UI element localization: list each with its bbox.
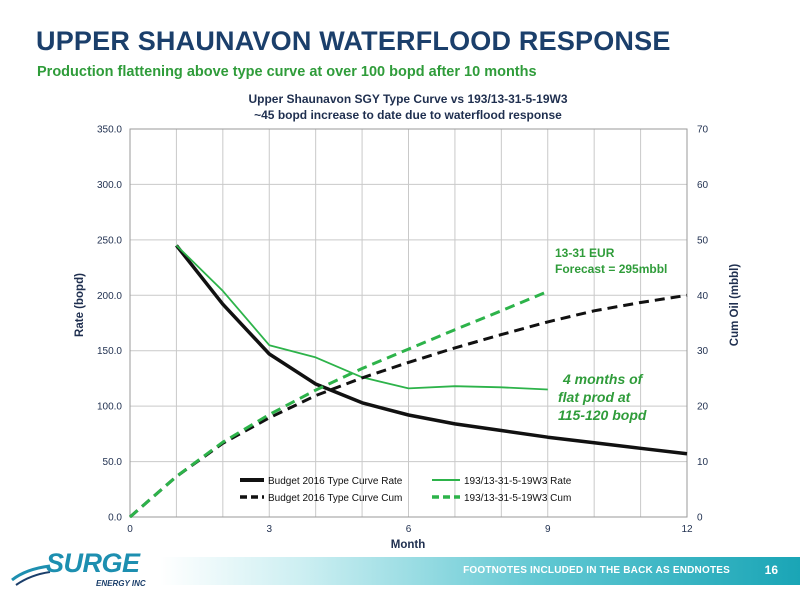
legend: Budget 2016 Type Curve Rate 193/13-31-5-…	[240, 476, 572, 504]
y-tick-label: 250.0	[97, 235, 122, 246]
x-tick-label: 3	[266, 524, 272, 535]
chart-subtitle: ~45 bopd increase to date due to waterfl…	[254, 108, 562, 122]
eur-annotation-line-2: Forecast = 295mbbl	[555, 262, 667, 276]
logo-swoosh-icon	[11, 564, 51, 586]
flat-prod-line-2: flat prod at	[558, 389, 632, 405]
x-axis-title: Month	[391, 539, 425, 551]
eur-annotation-line-1: 13-31 EUR	[555, 246, 615, 260]
page-number: 16	[764, 563, 778, 577]
y-tick-label: 0.0	[108, 513, 122, 524]
grid	[129, 128, 688, 518]
y-tick-label: 350.0	[97, 125, 122, 136]
x-tick-label: 12	[681, 524, 693, 535]
x-tick-label: 9	[545, 524, 551, 535]
y-axis-title: Rate (bopd)	[74, 273, 86, 337]
axes: 0.0 50.0 100.0 150.0 200.0 250.0 300.0 350.0 0 10…	[97, 125, 709, 536]
legend-label-well-rate: 193/13-31-5-19W3 Rate	[464, 476, 572, 487]
flat-prod-annotation: 4 months of flat prod at 115-120 bopd	[558, 371, 647, 423]
slide-title: UPPER SHAUNAVON WATERFLOOD RESPONSE	[36, 26, 671, 56]
y2-tick-label: 10	[697, 457, 709, 468]
y2-tick-label: 70	[697, 125, 709, 136]
series-group	[129, 244, 688, 519]
series-well-cum	[129, 290, 549, 519]
chart: Upper Shaunavon SGY Type Curve vs 193/13…	[74, 92, 741, 551]
y2-tick-label: 20	[697, 402, 709, 413]
series-budget-rate	[175, 244, 688, 456]
footer-bar: FOOTNOTES INCLUDED IN THE BACK AS ENDNOT…	[160, 557, 800, 585]
flat-prod-line-1: 4 months of	[562, 371, 644, 387]
y-tick-label: 50.0	[103, 457, 123, 468]
x-tick-label: 0	[127, 524, 133, 535]
legend-label-budget-cum: Budget 2016 Type Curve Cum	[268, 493, 402, 504]
y-tick-label: 200.0	[97, 291, 122, 302]
y-tick-label: 100.0	[97, 402, 122, 413]
eur-annotation: 13-31 EUR Forecast = 295mbbl	[555, 246, 667, 276]
plot-border	[129, 128, 688, 518]
x-tick-label: 6	[406, 524, 412, 535]
logo-name: SURGE	[46, 548, 140, 578]
y2-tick-label: 0	[697, 513, 703, 524]
chart-title: Upper Shaunavon SGY Type Curve vs 193/13…	[248, 92, 567, 106]
company-logo: SURGE ENERGY INC	[8, 548, 146, 594]
y2-tick-label: 60	[697, 180, 709, 191]
y2-tick-label: 50	[697, 235, 709, 246]
y-tick-label: 150.0	[97, 346, 122, 357]
y2-tick-label: 30	[697, 346, 709, 357]
slide-subtitle: Production flattening above type curve a…	[37, 64, 537, 80]
legend-label-well-cum: 193/13-31-5-19W3 Cum	[464, 493, 571, 504]
flat-prod-line-3: 115-120 bopd	[558, 407, 647, 423]
y2-axis-title: Cum Oil (mbbl)	[729, 264, 741, 347]
footer-note: FOOTNOTES INCLUDED IN THE BACK AS ENDNOT…	[463, 565, 730, 576]
legend-label-budget-rate: Budget 2016 Type Curve Rate	[268, 476, 403, 487]
logo-subtitle: ENERGY INC	[96, 579, 146, 588]
y2-tick-label: 40	[697, 291, 709, 302]
y-tick-label: 300.0	[97, 180, 122, 191]
